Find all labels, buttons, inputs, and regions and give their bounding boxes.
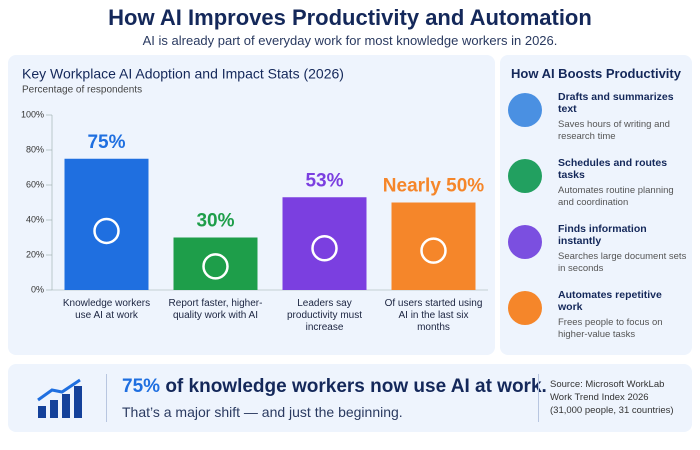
chart-title: Key Workplace AI Adoption and Impact Sta… <box>22 66 344 82</box>
y-tick-label: 40% <box>26 214 44 224</box>
benefit-title: Automates repetitive work <box>558 289 662 313</box>
highlight: 75% <box>122 376 161 397</box>
benefit-icon <box>508 291 542 325</box>
benefit-icon <box>508 225 542 259</box>
x-tick-label: Leaders say productivity must increase <box>286 298 363 333</box>
benefit-text: Automates routine planning and coordinat… <box>558 185 674 208</box>
value-label: 30% <box>196 211 234 232</box>
y-tick-label: 60% <box>26 179 44 189</box>
x-tick-label: Knowledge workers use AI at work <box>62 298 151 321</box>
benefit-title: Schedules and routes tasks <box>558 157 668 181</box>
bar <box>173 237 258 290</box>
benefit-icon <box>508 159 542 193</box>
benefit-item: Finds information instantly Searches larg… <box>508 223 688 293</box>
benefit-item: Drafts and summarizes text Saves hours of… <box>508 91 688 161</box>
bar <box>64 158 149 290</box>
x-tick-label: Of users started using AI in the last si… <box>384 298 483 333</box>
chart-subtitle: Percentage of respondents <box>22 85 142 96</box>
sidebar: How AI Boosts Productivity Drafts and su… <box>500 55 692 355</box>
x-tick-label: Report faster, higher-quality work with … <box>168 298 263 321</box>
bar-icon <box>93 217 120 245</box>
benefit-item: Automates repetitive work Frees people to… <box>508 289 688 359</box>
y-tick-label: 80% <box>26 144 44 154</box>
title: How AI Improves Productivity and Automat… <box>108 5 592 30</box>
value-label: 75% <box>87 132 125 153</box>
benefit-text: Searches large document sets in seconds <box>558 251 687 274</box>
banner: 75% of knowledge workers now use AI at w… <box>8 364 692 432</box>
y-tick-label: 100% <box>21 109 44 119</box>
benefit-text: Saves hours of writing and research time <box>558 119 670 142</box>
growth-icon <box>37 378 82 418</box>
bar-icon <box>202 253 229 280</box>
subline: That’s a major shift — and just the begi… <box>122 404 403 420</box>
chart: Key Workplace AI Adoption and Impact Sta… <box>21 66 488 294</box>
sidebar-title: How AI Boosts Productivity <box>511 66 681 81</box>
value-label: 53% <box>305 170 343 191</box>
value-label: Nearly 50% <box>383 176 485 197</box>
benefit-title: Drafts and summarizes text <box>558 91 674 115</box>
headline: 75% of knowledge workers now use AI at w… <box>122 376 547 398</box>
source: Source: Microsoft WorkLab Work Trend Ind… <box>550 379 674 416</box>
bar <box>282 197 367 290</box>
headline-text: of knowledge workers now use AI at work. <box>165 376 547 397</box>
bar-icon <box>311 235 338 262</box>
benefit-title: Finds information instantly <box>558 223 647 247</box>
benefit-text: Frees people to focus on higher-value ta… <box>558 317 663 340</box>
y-tick-label: 0% <box>31 284 44 294</box>
benefit-item: Schedules and routes tasks Automates rout… <box>508 157 688 227</box>
bar <box>391 202 476 290</box>
subtitle: AI is already part of everyday work for … <box>142 33 558 48</box>
bar-icon <box>420 237 447 264</box>
y-tick-label: 20% <box>26 249 44 259</box>
benefit-icon <box>508 93 542 127</box>
